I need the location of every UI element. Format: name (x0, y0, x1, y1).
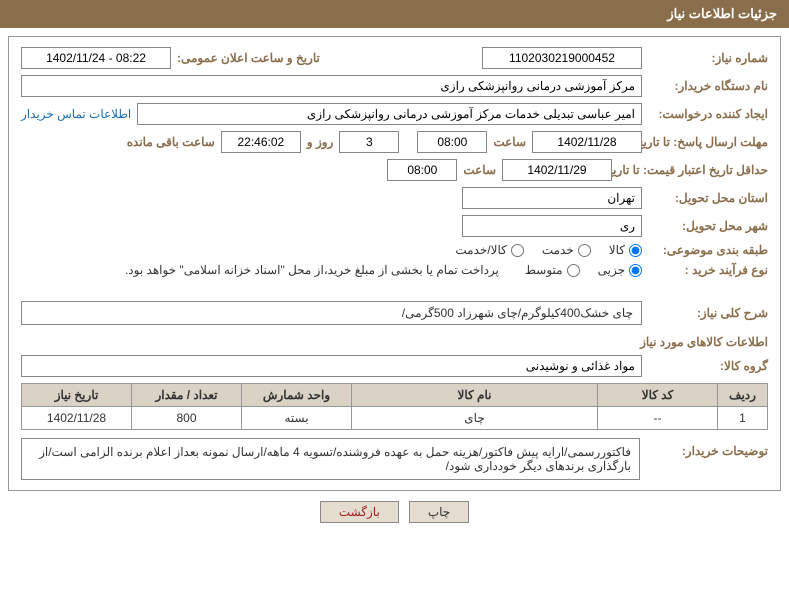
items-table: ردیف کد کالا نام کالا واحد شمارش تعداد /… (21, 383, 768, 430)
radio-service-label: خدمت (542, 243, 574, 257)
price-validity-time (387, 159, 457, 181)
radio-goods-service[interactable] (511, 244, 524, 257)
process-radio-group: جزیی متوسط (525, 263, 642, 277)
overall-desc-box: چای خشک400کیلوگرم/چای شهرزاد 500گرمی/ (21, 301, 642, 325)
delivery-city-label: شهر محل تحویل: (648, 219, 768, 233)
price-validity-date (502, 159, 612, 181)
radio-medium-label: متوسط (525, 263, 563, 277)
row-response-deadline: مهلت ارسال پاسخ: تا تاریخ: ساعت روز و سا… (21, 131, 768, 153)
goods-group-label: گروه کالا: (648, 359, 768, 373)
goods-info-label: اطلاعات کالاهای مورد نیاز (21, 335, 768, 349)
row-requester: ایجاد کننده درخواست: اطلاعات تماس خریدار (21, 103, 768, 125)
radio-partial-item[interactable]: جزیی (598, 263, 642, 277)
row-delivery-city: شهر محل تحویل: (21, 215, 768, 237)
radio-partial[interactable] (629, 264, 642, 277)
row-purchase-process: نوع فرآیند خرید : جزیی متوسط پرداخت تمام… (21, 263, 768, 277)
delivery-province-label: استان محل تحویل: (648, 191, 768, 205)
row-delivery-province: استان محل تحویل: (21, 187, 768, 209)
need-number-label: شماره نیاز: (648, 51, 768, 65)
radio-service[interactable] (578, 244, 591, 257)
time-remaining-label: ساعت باقی مانده (127, 135, 215, 149)
details-panel: جزئیات اطلاعات نیاز شماره نیاز: تاریخ و … (0, 0, 789, 523)
days-remaining-field (339, 131, 399, 153)
print-button[interactable]: چاپ (409, 501, 469, 523)
td-item-name: چای (352, 407, 598, 430)
buyer-org-label: نام دستگاه خریدار: (648, 79, 768, 93)
row-buyer-notes: توضیحات خریدار: فاکتوررسمی/ارایه پیش فاک… (21, 438, 768, 480)
panel-body: شماره نیاز: تاریخ و ساعت اعلان عمومی: نا… (8, 36, 781, 491)
goods-group-field (21, 355, 642, 377)
table-row: 1 -- چای بسته 800 1402/11/28 (22, 407, 768, 430)
purchase-process-label: نوع فرآیند خرید : (648, 263, 768, 277)
td-need-date: 1402/11/28 (22, 407, 132, 430)
th-item-name: نام کالا (352, 384, 598, 407)
payment-note: پرداخت تمام یا بخشی از مبلغ خرید،از محل … (125, 263, 499, 277)
requester-field (137, 103, 642, 125)
requester-label: ایجاد کننده درخواست: (648, 107, 768, 121)
overall-desc-label: شرح کلی نیاز: (648, 306, 768, 320)
days-and-label: روز و (307, 135, 334, 149)
th-qty: تعداد / مقدار (132, 384, 242, 407)
delivery-city-field (462, 215, 642, 237)
radio-partial-label: جزیی (598, 263, 625, 277)
td-row: 1 (718, 407, 768, 430)
response-deadline-date (532, 131, 642, 153)
hour-label-1: ساعت (493, 135, 526, 149)
td-item-code: -- (598, 407, 718, 430)
radio-goods-service-label: کالا/خدمت (455, 243, 506, 257)
price-validity-label: حداقل تاریخ اعتبار قیمت: تا تاریخ: (618, 163, 768, 177)
buyer-notes-label: توضیحات خریدار: (648, 438, 768, 458)
category-label: طبقه بندی موضوعی: (648, 243, 768, 257)
th-row: ردیف (718, 384, 768, 407)
td-unit: بسته (242, 407, 352, 430)
row-category: طبقه بندی موضوعی: کالا خدمت کالا/خدمت (21, 243, 768, 257)
announce-datetime-label: تاریخ و ساعت اعلان عمومی: (177, 51, 320, 65)
buyer-notes-box: فاکتوررسمی/ارایه پیش فاکتور/هزینه حمل به… (21, 438, 640, 480)
radio-service-item[interactable]: خدمت (542, 243, 591, 257)
back-button[interactable]: بازگشت (320, 501, 399, 523)
row-overall-desc: شرح کلی نیاز: چای خشک400کیلوگرم/چای شهرز… (21, 301, 768, 325)
radio-medium[interactable] (567, 264, 580, 277)
table-header-row: ردیف کد کالا نام کالا واحد شمارش تعداد /… (22, 384, 768, 407)
response-deadline-label: مهلت ارسال پاسخ: تا تاریخ: (648, 135, 768, 149)
hour-label-2: ساعت (463, 163, 496, 177)
radio-goods-label: کالا (609, 243, 625, 257)
announce-datetime-field (21, 47, 171, 69)
radio-goods[interactable] (629, 244, 642, 257)
radio-medium-item[interactable]: متوسط (525, 263, 580, 277)
time-remaining-field (221, 131, 301, 153)
delivery-province-field (462, 187, 642, 209)
row-need-number: شماره نیاز: تاریخ و ساعت اعلان عمومی: (21, 47, 768, 69)
row-buyer-org: نام دستگاه خریدار: (21, 75, 768, 97)
th-need-date: تاریخ نیاز (22, 384, 132, 407)
panel-title: جزئیات اطلاعات نیاز (0, 0, 789, 28)
footer-buttons: چاپ بازگشت (0, 501, 789, 523)
need-number-field (482, 47, 642, 69)
row-goods-group: گروه کالا: (21, 355, 768, 377)
td-qty: 800 (132, 407, 242, 430)
response-deadline-time (417, 131, 487, 153)
category-radio-group: کالا خدمت کالا/خدمت (455, 243, 642, 257)
th-unit: واحد شمارش (242, 384, 352, 407)
buyer-org-field (21, 75, 642, 97)
buyer-contact-link[interactable]: اطلاعات تماس خریدار (21, 107, 131, 121)
th-item-code: کد کالا (598, 384, 718, 407)
radio-goods-item[interactable]: کالا (609, 243, 642, 257)
radio-goods-service-item[interactable]: کالا/خدمت (455, 243, 523, 257)
row-price-validity: حداقل تاریخ اعتبار قیمت: تا تاریخ: ساعت (21, 159, 768, 181)
